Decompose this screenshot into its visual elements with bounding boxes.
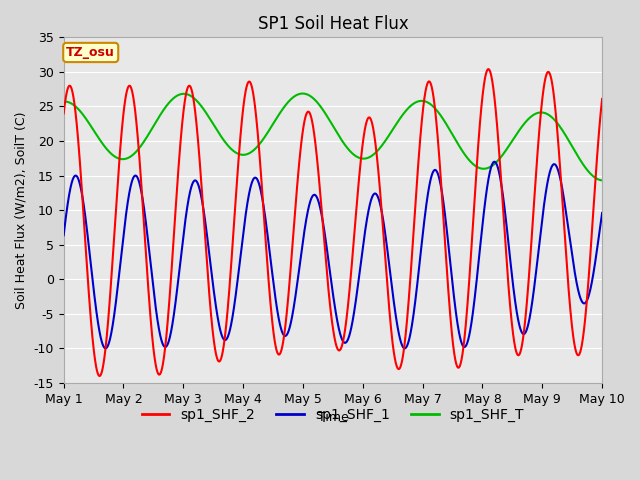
sp1_SHF_T bbox=[598, 178, 606, 183]
Text: TZ_osu: TZ_osu bbox=[67, 46, 115, 59]
sp1_SHF_1 bbox=[383, 241, 390, 247]
sp1_SHF_1 bbox=[503, 223, 511, 228]
sp1_SHF_1 bbox=[60, 232, 67, 238]
sp1_SHF_T bbox=[157, 110, 165, 116]
sp1_SHF_2 bbox=[266, 289, 273, 295]
sp1_SHF_2 bbox=[410, 223, 418, 229]
sp1_SHF_2 bbox=[503, 258, 511, 264]
sp1_SHF_T bbox=[383, 136, 390, 142]
sp1_SHF_1 bbox=[157, 337, 165, 343]
sp1_SHF_T bbox=[299, 91, 307, 96]
Legend: sp1_SHF_2, sp1_SHF_1, sp1_SHF_T: sp1_SHF_2, sp1_SHF_1, sp1_SHF_T bbox=[136, 403, 530, 428]
sp1_SHF_2 bbox=[96, 373, 104, 379]
sp1_SHF_2 bbox=[461, 324, 469, 330]
sp1_SHF_2 bbox=[157, 368, 165, 373]
Line: sp1_SHF_2: sp1_SHF_2 bbox=[63, 69, 602, 376]
sp1_SHF_1 bbox=[598, 210, 606, 216]
sp1_SHF_1 bbox=[491, 159, 499, 165]
sp1_SHF_T bbox=[60, 99, 67, 105]
Title: SP1 Soil Heat Flux: SP1 Soil Heat Flux bbox=[257, 15, 408, 33]
Line: sp1_SHF_T: sp1_SHF_T bbox=[63, 94, 602, 180]
sp1_SHF_1 bbox=[410, 309, 418, 314]
Line: sp1_SHF_1: sp1_SHF_1 bbox=[63, 162, 602, 348]
sp1_SHF_T bbox=[502, 146, 510, 152]
sp1_SHF_2 bbox=[598, 96, 606, 102]
sp1_SHF_2 bbox=[383, 275, 390, 280]
sp1_SHF_1 bbox=[266, 247, 273, 252]
X-axis label: Time: Time bbox=[317, 411, 348, 424]
Y-axis label: Soil Heat Flux (W/m2), SoilT (C): Soil Heat Flux (W/m2), SoilT (C) bbox=[15, 111, 28, 309]
sp1_SHF_2 bbox=[60, 110, 67, 116]
sp1_SHF_2 bbox=[484, 66, 492, 72]
sp1_SHF_T bbox=[266, 127, 273, 132]
sp1_SHF_1 bbox=[401, 346, 408, 351]
sp1_SHF_T bbox=[410, 100, 418, 106]
sp1_SHF_T bbox=[461, 153, 469, 158]
sp1_SHF_1 bbox=[461, 343, 469, 349]
